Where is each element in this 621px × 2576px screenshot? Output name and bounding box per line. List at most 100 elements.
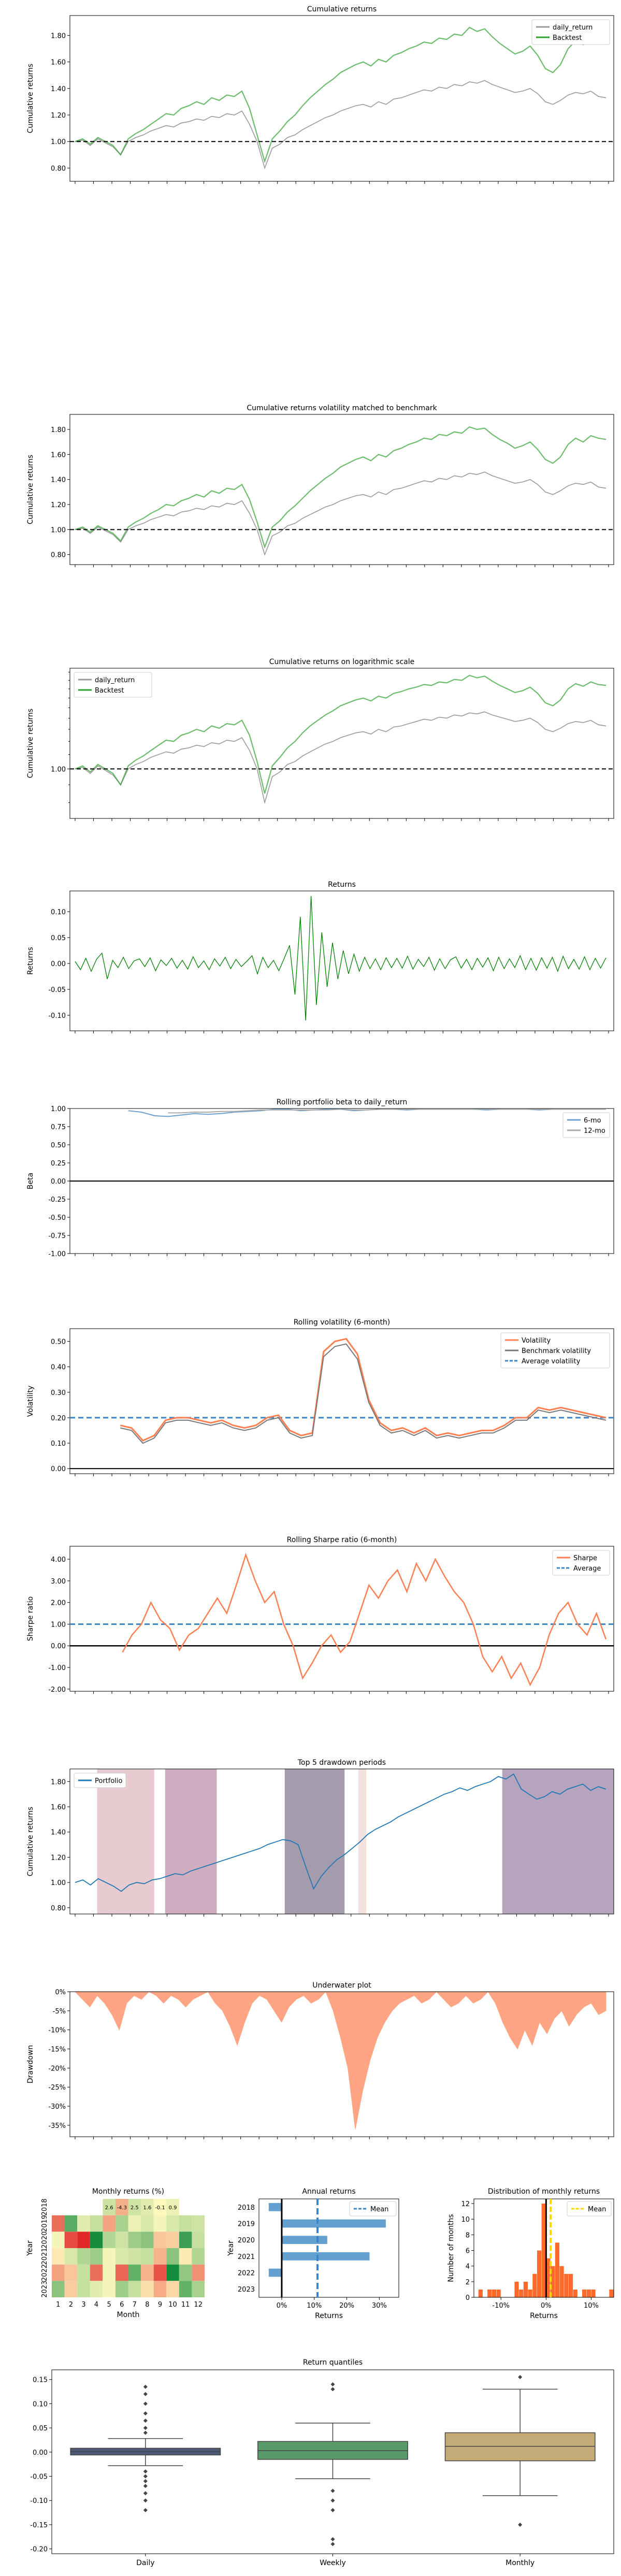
y-tick-label: 1.80 [51, 426, 66, 434]
heatmap-cell [141, 2199, 154, 2215]
y-tick-label: -1.00 [48, 1250, 66, 1258]
y-tick-label: 12 [461, 2200, 470, 2208]
y-tick-label: -25% [48, 2084, 66, 2092]
plot-frame [258, 2198, 399, 2298]
histogram-bar [546, 2258, 551, 2297]
heatmap-cell [141, 2281, 154, 2297]
histogram-bar [591, 2289, 596, 2297]
chart-title: Return quantiles [303, 2358, 363, 2367]
plot-frame [69, 414, 614, 565]
annual-bar [268, 2268, 282, 2277]
series-backtest-line [75, 426, 606, 549]
returns-line [75, 896, 606, 1021]
heatmap-cell [128, 2248, 141, 2265]
y-tick-label: -0.10 [30, 2497, 48, 2505]
box-outlier [143, 2419, 148, 2423]
box-outlier [330, 2488, 335, 2493]
legend-box [552, 1550, 610, 1576]
box-outlier [143, 2430, 148, 2435]
year-tick-label: 2020 [41, 2232, 49, 2249]
y-tick-label: 1.00 [51, 1879, 66, 1887]
legend-label: Benchmark volatility [522, 1347, 591, 1355]
chart-monthly-distribution: Distribution of monthly returns -10% 0% 10%… [447, 2188, 614, 2320]
y-tick-label: -35% [48, 2122, 66, 2130]
legend-label: Sharpe [573, 1555, 597, 1562]
y-tick-label: 1.60 [51, 59, 66, 67]
box-outlier [143, 2474, 148, 2479]
heatmap-cell [103, 2248, 115, 2265]
heatmap-cell [64, 2215, 78, 2232]
legend-box [74, 672, 152, 698]
y-tick-label: 1.00 [51, 1621, 66, 1629]
histogram-bar [537, 2250, 542, 2297]
chart-title: Returns [328, 881, 356, 889]
legend-label: daily_return [553, 24, 593, 32]
y-tick-label: -15% [48, 2046, 66, 2054]
box-outlier [330, 2387, 335, 2392]
chart-title: Distribution of monthly returns [488, 2188, 600, 2196]
heatmap-cell [141, 2232, 154, 2248]
category-tick-label: Monthly [506, 2559, 535, 2567]
chart-title: Underwater plot [312, 1981, 371, 1990]
y-tick-label: 3.00 [51, 1578, 66, 1586]
volatility-series-1 [120, 1343, 606, 1444]
series-daily-return-line [75, 471, 606, 556]
month-tick-label: 11 [181, 2301, 190, 2309]
heatmap-cell [153, 2248, 167, 2265]
series-daily-return-line [75, 80, 606, 169]
heatmap-cell [115, 2215, 128, 2232]
year-tick-label: 2021 [41, 2248, 49, 2265]
heatmap-cell [179, 2215, 192, 2232]
box-outlier [330, 2382, 335, 2387]
heatmap-cell [128, 2264, 141, 2281]
year-tick-label: 2019 [41, 2215, 49, 2232]
year-tick-label: 2022 [238, 2270, 255, 2278]
y-tick-label: 0% [55, 1989, 66, 1996]
year-tick-label: 2023 [41, 2281, 49, 2298]
legend-box [349, 2201, 397, 2217]
heatmap-cell [192, 2215, 205, 2232]
box-outlier [143, 2426, 148, 2430]
heatmap-cell [166, 2232, 179, 2248]
y-tick-label: 1.60 [51, 451, 66, 459]
legend-label: daily_return [95, 677, 135, 684]
heatmap-cell [128, 2215, 141, 2232]
y-tick-label: 0.10 [51, 1440, 66, 1448]
y-tick-label: 4 [466, 2263, 470, 2271]
legend-label: Volatility [522, 1337, 551, 1345]
y-tick-label: 1.00 [51, 1105, 66, 1113]
month-tick-label: 2 [69, 2301, 73, 2309]
histogram-bar [541, 2204, 546, 2297]
y-tick-label: 0.10 [51, 909, 66, 916]
y-tick-label: 0.15 [33, 2377, 48, 2384]
histogram-bar [487, 2289, 492, 2297]
box-outlier [143, 2491, 148, 2496]
y-tick-label: 0.80 [51, 552, 66, 559]
histogram-bar [568, 2273, 573, 2297]
y-tick-label: 0.40 [51, 1364, 66, 1372]
box-outlier [143, 2479, 148, 2483]
heatmap-cell [64, 2232, 78, 2248]
year-tick-label: 2018 [41, 2198, 49, 2215]
y-axis-label: Beta [26, 1173, 35, 1189]
histogram-bar [514, 2281, 519, 2297]
heatmap-cell [90, 2281, 103, 2297]
heatmap-cell [103, 2215, 115, 2232]
histogram-bar [582, 2289, 587, 2297]
x-tick-label: 10% [307, 2302, 322, 2310]
x-tick-label: 30% [372, 2302, 387, 2310]
plot-frame [69, 1328, 614, 1474]
chart-title: Top 5 drawdown periods [297, 1759, 386, 1767]
y-tick-label: 0.80 [51, 165, 66, 172]
y-tick-label: 0.25 [51, 1160, 66, 1168]
y-tick-label: 2 [466, 2279, 470, 2286]
box-body [444, 2432, 596, 2462]
y-tick-label: -0.20 [30, 2546, 48, 2554]
y-tick-label: -0.05 [48, 986, 66, 994]
heatmap-cell [153, 2264, 167, 2281]
y-tick-label: 1.20 [51, 501, 66, 509]
histogram-bar [519, 2289, 524, 2297]
heatmap-cell [115, 2232, 128, 2248]
legend-label: Average [573, 1565, 601, 1573]
heatmap-cell [115, 2281, 128, 2297]
